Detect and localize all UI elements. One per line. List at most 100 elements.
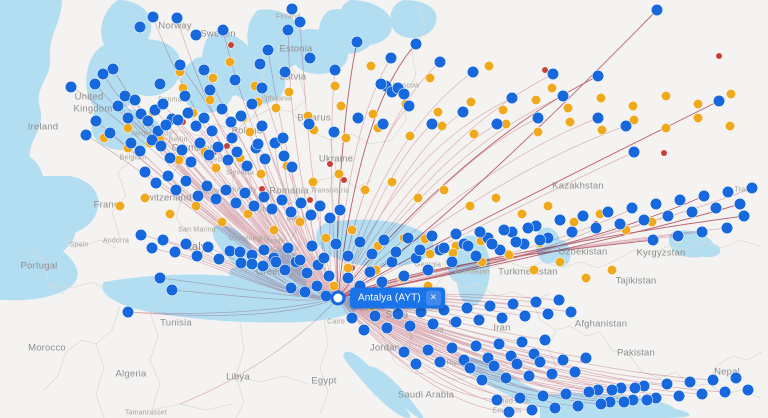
destination-marker[interactable] bbox=[557, 90, 569, 102]
destination-marker[interactable] bbox=[572, 400, 584, 412]
destination-marker[interactable] bbox=[206, 125, 218, 137]
destination-marker[interactable] bbox=[294, 16, 306, 28]
destination-marker[interactable] bbox=[277, 132, 289, 144]
destination-marker[interactable] bbox=[204, 84, 216, 96]
destination-marker[interactable] bbox=[516, 336, 528, 348]
destination-marker[interactable] bbox=[494, 244, 506, 256]
destination-marker[interactable] bbox=[542, 232, 554, 244]
destination-marker[interactable] bbox=[328, 126, 340, 138]
destination-marker[interactable] bbox=[259, 153, 271, 165]
destination-marker[interactable] bbox=[427, 318, 439, 330]
route-marker-secondary[interactable] bbox=[191, 201, 201, 211]
route-marker-secondary[interactable] bbox=[531, 95, 541, 105]
destination-marker[interactable] bbox=[230, 197, 242, 209]
destination-marker[interactable] bbox=[216, 103, 228, 115]
destination-marker[interactable] bbox=[651, 4, 663, 16]
destination-marker[interactable] bbox=[592, 384, 604, 396]
destination-marker[interactable] bbox=[500, 372, 512, 384]
destination-marker[interactable] bbox=[672, 230, 684, 242]
destination-marker[interactable] bbox=[546, 368, 558, 380]
route-marker-minor[interactable] bbox=[716, 53, 722, 59]
route-marker-secondary[interactable] bbox=[484, 61, 494, 71]
destination-marker[interactable] bbox=[252, 138, 264, 150]
destination-marker[interactable] bbox=[505, 350, 517, 362]
destination-marker[interactable] bbox=[386, 86, 398, 98]
route-marker-secondary[interactable] bbox=[596, 93, 606, 103]
destination-marker[interactable] bbox=[157, 98, 169, 110]
route-marker-secondary[interactable] bbox=[321, 233, 331, 243]
destination-marker[interactable] bbox=[462, 240, 474, 252]
destination-marker[interactable] bbox=[146, 242, 158, 254]
destination-marker[interactable] bbox=[65, 81, 77, 93]
route-marker-minor[interactable] bbox=[542, 67, 548, 73]
destination-marker[interactable] bbox=[534, 234, 546, 246]
destination-marker[interactable] bbox=[278, 150, 290, 162]
route-marker-secondary[interactable] bbox=[347, 225, 357, 235]
destination-marker[interactable] bbox=[627, 394, 639, 406]
destination-marker[interactable] bbox=[301, 267, 313, 279]
route-marker-minor[interactable] bbox=[259, 186, 265, 192]
destination-marker[interactable] bbox=[194, 137, 206, 149]
destination-marker[interactable] bbox=[592, 112, 604, 124]
destination-marker[interactable] bbox=[190, 120, 202, 132]
route-marker-secondary[interactable] bbox=[334, 169, 344, 179]
destination-marker[interactable] bbox=[547, 68, 559, 80]
destination-marker[interactable] bbox=[80, 129, 92, 141]
destination-marker[interactable] bbox=[150, 177, 162, 189]
route-marker-secondary[interactable] bbox=[371, 265, 381, 275]
route-marker-secondary[interactable] bbox=[581, 273, 591, 283]
destination-marker[interactable] bbox=[402, 232, 414, 244]
destination-marker[interactable] bbox=[107, 63, 119, 75]
destination-marker[interactable] bbox=[235, 110, 247, 122]
destination-marker[interactable] bbox=[246, 249, 258, 261]
route-marker-secondary[interactable] bbox=[543, 201, 553, 211]
destination-marker[interactable] bbox=[122, 112, 134, 124]
destination-marker[interactable] bbox=[299, 286, 311, 298]
route-marker-secondary[interactable] bbox=[629, 115, 639, 125]
destination-marker[interactable] bbox=[526, 404, 538, 416]
destination-marker[interactable] bbox=[217, 24, 229, 36]
destination-marker[interactable] bbox=[212, 141, 224, 153]
destination-marker[interactable] bbox=[352, 112, 364, 124]
destination-marker[interactable] bbox=[650, 198, 662, 210]
route-marker-secondary[interactable] bbox=[330, 81, 340, 91]
destination-marker[interactable] bbox=[104, 127, 116, 139]
destination-marker[interactable] bbox=[638, 214, 650, 226]
destination-marker[interactable] bbox=[696, 388, 708, 400]
route-marker-secondary[interactable] bbox=[140, 193, 150, 203]
destination-marker[interactable] bbox=[557, 354, 569, 366]
destination-marker[interactable] bbox=[162, 170, 174, 182]
route-marker-secondary[interactable] bbox=[387, 177, 397, 187]
route-marker-minor[interactable] bbox=[327, 161, 333, 167]
destination-marker[interactable] bbox=[224, 245, 236, 257]
destination-marker[interactable] bbox=[285, 206, 297, 218]
destination-marker[interactable] bbox=[180, 238, 192, 250]
destination-marker[interactable] bbox=[647, 234, 659, 246]
route-marker-secondary[interactable] bbox=[693, 113, 703, 123]
destination-marker[interactable] bbox=[182, 107, 194, 119]
destination-marker[interactable] bbox=[565, 306, 577, 318]
destination-marker[interactable] bbox=[684, 376, 696, 388]
route-marker-secondary[interactable] bbox=[569, 217, 579, 227]
destination-marker[interactable] bbox=[203, 149, 215, 161]
destination-marker[interactable] bbox=[330, 238, 342, 250]
destination-marker[interactable] bbox=[246, 258, 258, 270]
destination-marker[interactable] bbox=[134, 145, 146, 157]
destination-marker[interactable] bbox=[626, 202, 638, 214]
destination-marker[interactable] bbox=[450, 228, 462, 240]
route-marker-secondary[interactable] bbox=[115, 201, 125, 211]
destination-marker[interactable] bbox=[279, 264, 291, 276]
destination-marker[interactable] bbox=[518, 238, 530, 250]
destination-marker[interactable] bbox=[176, 144, 188, 156]
destination-marker[interactable] bbox=[496, 312, 508, 324]
route-marker-secondary[interactable] bbox=[243, 209, 253, 219]
destination-marker[interactable] bbox=[258, 244, 270, 256]
destination-marker[interactable] bbox=[226, 132, 238, 144]
destination-marker[interactable] bbox=[491, 394, 503, 406]
destination-marker[interactable] bbox=[410, 38, 422, 50]
route-marker-secondary[interactable] bbox=[725, 121, 735, 131]
route-marker-secondary[interactable] bbox=[501, 119, 511, 129]
destination-marker[interactable] bbox=[746, 182, 758, 194]
destination-marker[interactable] bbox=[467, 66, 479, 78]
destination-marker[interactable] bbox=[303, 118, 315, 130]
